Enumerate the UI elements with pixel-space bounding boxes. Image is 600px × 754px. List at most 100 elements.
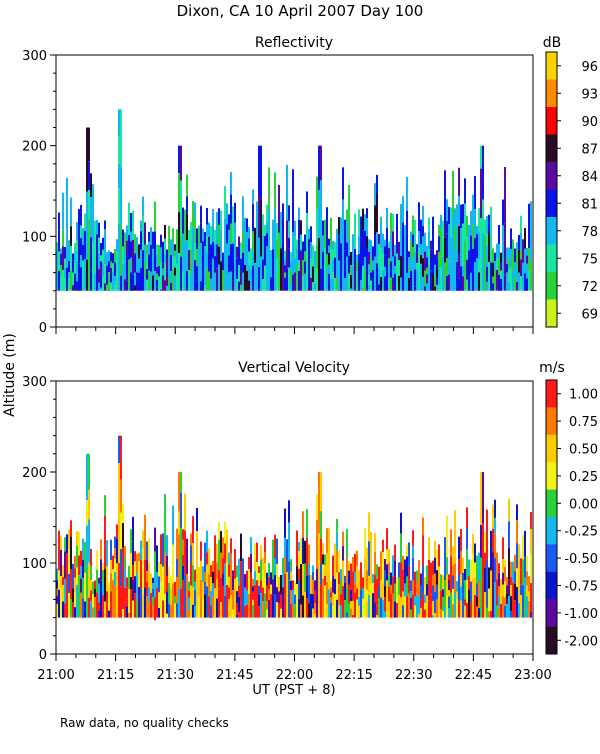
vertical-velocity-cell — [276, 602, 278, 618]
vertical-velocity-cell — [88, 453, 90, 490]
reflectivity-cell — [66, 247, 68, 268]
vertical-velocity-cell — [182, 555, 184, 566]
vertical-velocity-cell — [522, 559, 524, 586]
vertical-velocity-cell — [58, 530, 60, 545]
reflectivity-cell — [218, 208, 220, 225]
vertical-velocity-cell — [416, 582, 418, 595]
reflectivity-cell — [168, 226, 170, 245]
reflectivity-cell — [456, 226, 458, 262]
vertical-velocity-cell — [230, 538, 232, 554]
vertical-velocity-cell — [506, 598, 508, 604]
reflectivity-cell — [218, 246, 220, 265]
vertical-velocity-cell — [278, 577, 280, 584]
reflectivity-cell — [348, 239, 350, 256]
reflectivity-colorbar-swatch — [546, 79, 557, 108]
vertical-velocity-cell — [274, 594, 276, 618]
vertical-velocity-colorbar-label: 0.50 — [569, 443, 598, 458]
vertical-velocity-cell — [358, 583, 360, 597]
reflectivity-cell — [488, 214, 490, 233]
vertical-velocity-cell — [210, 591, 212, 606]
reflectivity-cell — [288, 267, 290, 291]
vertical-velocity-cell — [422, 517, 424, 536]
reflectivity-cell — [278, 184, 280, 233]
vertical-velocity-cell — [70, 569, 72, 600]
vertical-velocity-cell — [366, 570, 368, 590]
vertical-velocity-cell — [82, 617, 84, 619]
reflectivity-cell — [362, 287, 364, 291]
vertical-velocity-cell — [400, 562, 402, 598]
vertical-velocity-cell — [220, 578, 222, 603]
reflectivity-cell — [348, 185, 350, 211]
reflectivity-cell — [304, 251, 306, 262]
vertical-velocity-cell — [196, 531, 198, 550]
vertical-velocity-cell — [326, 603, 328, 618]
reflectivity-cell — [446, 276, 448, 291]
reflectivity-cell — [230, 271, 232, 291]
reflectivity-cell — [180, 236, 182, 257]
reflectivity-cell — [384, 246, 386, 256]
vertical-velocity-cell — [86, 569, 88, 618]
vertical-velocity-cell — [486, 607, 488, 618]
vertical-velocity-cell — [330, 587, 332, 593]
vertical-velocity-cell — [142, 530, 144, 548]
reflectivity-cell — [168, 278, 170, 291]
reflectivity-cell — [198, 275, 200, 291]
vertical-velocity-cell — [446, 515, 448, 544]
vertical-velocity-cell — [390, 585, 392, 595]
vertical-velocity-cell — [498, 586, 500, 596]
vertical-velocity-cell — [230, 595, 232, 607]
vertical-velocity-cell — [412, 580, 414, 595]
vertical-velocity-cell — [520, 584, 522, 596]
vertical-velocity-cell — [510, 577, 512, 585]
vertical-velocity-cell — [454, 510, 456, 543]
vertical-velocity-cell — [162, 600, 164, 618]
vertical-velocity-cell — [374, 602, 376, 618]
vertical-velocity-cell — [120, 512, 122, 549]
vertical-velocity-cell — [524, 590, 526, 618]
reflectivity-cell — [362, 208, 364, 231]
vertical-velocity-title: Vertical Velocity — [238, 360, 350, 376]
vertical-velocity-colorbar-label: -2.00 — [564, 634, 598, 649]
vertical-velocity-cell — [144, 514, 146, 560]
reflectivity-cell — [322, 251, 324, 268]
reflectivity-cell — [316, 176, 318, 209]
vertical-velocity-cell — [118, 563, 120, 618]
reflectivity-cell — [378, 234, 380, 245]
vertical-velocity-cell — [352, 557, 354, 572]
reflectivity-cell — [332, 241, 334, 250]
reflectivity-cell — [496, 243, 498, 258]
reflectivity-cell — [334, 257, 336, 279]
vertical-velocity-cell — [434, 557, 436, 574]
reflectivity-cell — [170, 271, 172, 283]
figure-title: Dixon, CA 10 April 2007 Day 100 — [177, 2, 424, 20]
reflectivity-cell — [328, 245, 330, 253]
reflectivity-cell — [76, 281, 78, 291]
vertical-velocity-cell — [194, 590, 196, 607]
vertical-velocity-cell — [338, 605, 340, 618]
vertical-velocity-cell — [200, 594, 202, 618]
reflectivity-cell — [172, 269, 174, 291]
reflectivity-cell — [150, 227, 152, 245]
reflectivity-cell — [114, 285, 116, 291]
reflectivity-cell — [214, 272, 216, 285]
reflectivity-cell — [246, 218, 248, 233]
vertical-velocity-cell — [186, 607, 188, 618]
reflectivity-cell — [272, 219, 274, 230]
reflectivity-cell — [164, 263, 166, 281]
reflectivity-cell — [68, 271, 70, 280]
reflectivity-cell — [134, 272, 136, 286]
vertical-velocity-cell — [412, 595, 414, 618]
vertical-velocity-cell — [110, 560, 112, 574]
reflectivity-cell — [382, 233, 384, 254]
vertical-velocity-cell — [420, 573, 422, 586]
reflectivity-cell — [274, 208, 276, 240]
vertical-velocity-cell — [310, 575, 312, 582]
vertical-velocity-cell — [458, 559, 460, 575]
reflectivity-colorbar-label: 69 — [581, 307, 598, 322]
vertical-velocity-cell — [452, 604, 454, 618]
reflectivity-cell — [444, 237, 446, 263]
vertical-velocity-cell — [154, 573, 156, 598]
vertical-velocity-cell — [76, 567, 78, 585]
reflectivity-cell — [288, 248, 290, 268]
reflectivity-cell — [256, 201, 258, 237]
